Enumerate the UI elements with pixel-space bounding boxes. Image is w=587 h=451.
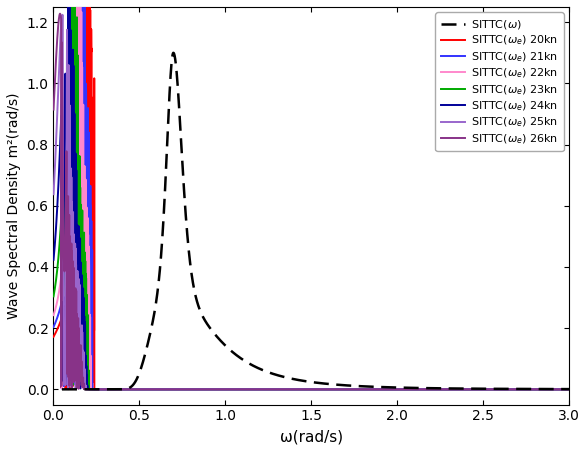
SITTC(ω_e) 25kn [383,387,390,392]
SITTC(ω_e) 24kn [293,387,300,392]
SITTC(ω_e) 26kn [383,387,390,392]
SITTC(ω_e) 21kn [89,387,96,392]
SITTC(ω_e) 22kn [50,313,57,318]
SITTC(ω_e) 25kn [59,12,66,18]
SITTC(ω_e) 26kn [399,387,406,392]
SITTC(ω) [565,387,572,392]
SITTC(ω_e) 20kn [383,387,390,392]
SITTC(ω_e) 26kn [499,387,506,392]
SITTC(ω_e) 21kn [399,387,406,392]
SITTC(ω_e) 23kn [50,294,57,299]
SITTC(ω) [421,386,429,391]
SITTC(ω_e) 21kn [383,387,390,392]
SITTC(ω_e) 23kn [399,387,406,392]
Line: SITTC(ω_e) 20kn: SITTC(ω_e) 20kn [53,0,569,389]
SITTC(ω_e) 22kn [233,387,240,392]
SITTC(ω_e) 24kn [50,257,57,262]
SITTC(ω_e) 25kn [565,387,572,392]
SITTC(ω_e) 20kn [399,387,406,392]
SITTC(ω_e) 22kn [399,387,406,392]
SITTC(ω_e) 26kn [233,387,240,392]
SITTC(ω_e) 23kn [293,387,300,392]
SITTC(ω_e) 24kn [499,387,506,392]
SITTC(ω_e) 25kn [499,387,506,392]
SITTC(ω_e) 23kn [499,387,506,392]
SITTC(ω_e) 26kn [82,387,89,392]
SITTC(ω_e) 23kn [233,387,240,392]
SITTC(ω_e) 22kn [178,387,185,392]
SITTC(ω) [147,330,154,336]
SITTC(ω_e) 24kn [399,387,406,392]
Y-axis label: Wave Spectral Density m²(rad/s): Wave Spectral Density m²(rad/s) [7,92,21,319]
SITTC(ω_e) 21kn [293,387,300,392]
SITTC(ω_e) 22kn [499,387,506,392]
SITTC(ω_e) 23kn [86,387,93,392]
Line: SITTC(ω_e) 24kn: SITTC(ω_e) 24kn [53,0,569,389]
SITTC(ω) [170,50,177,55]
Line: SITTC(ω_e) 25kn: SITTC(ω_e) 25kn [53,15,569,389]
Line: SITTC(ω): SITTC(ω) [62,53,569,389]
SITTC(ω_e) 20kn [293,387,300,392]
SITTC(ω_e) 25kn [50,192,57,197]
SITTC(ω_e) 22kn [565,387,572,392]
SITTC(ω_e) 22kn [293,387,300,392]
SITTC(ω_e) 25kn [233,387,240,392]
SITTC(ω_e) 20kn [178,387,185,392]
SITTC(ω_e) 25kn [178,387,185,392]
SITTC(ω_e) 25kn [83,387,90,392]
SITTC(ω_e) 25kn [293,387,300,392]
SITTC(ω_e) 21kn [233,387,240,392]
SITTC(ω) [198,311,205,316]
Line: SITTC(ω_e) 21kn: SITTC(ω_e) 21kn [53,0,569,389]
SITTC(ω_e) 23kn [383,387,390,392]
SITTC(ω_e) 24kn [233,387,240,392]
Line: SITTC(ω_e) 26kn: SITTC(ω_e) 26kn [53,14,569,389]
SITTC(ω_e) 20kn [91,387,98,392]
Line: SITTC(ω_e) 22kn: SITTC(ω_e) 22kn [53,0,569,389]
SITTC(ω_e) 26kn [178,387,185,392]
SITTC(ω) [104,387,111,392]
SITTC(ω_e) 26kn [293,387,300,392]
SITTC(ω_e) 20kn [565,387,572,392]
SITTC(ω_e) 24kn [84,387,91,392]
SITTC(ω_e) 21kn [50,324,57,330]
SITTC(ω_e) 22kn [383,387,390,392]
X-axis label: ω(rad/s): ω(rad/s) [279,429,343,444]
SITTC(ω) [496,386,503,391]
SITTC(ω_e) 20kn [233,387,240,392]
SITTC(ω_e) 21kn [499,387,506,392]
SITTC(ω_e) 21kn [178,387,185,392]
Line: SITTC(ω_e) 23kn: SITTC(ω_e) 23kn [53,0,569,389]
SITTC(ω_e) 20kn [50,334,57,340]
SITTC(ω_e) 26kn [56,11,63,16]
Legend: SITTC($\omega$), SITTC($\omega_e$) 20kn, SITTC($\omega_e$) 21kn, SITTC($\omega_e: SITTC($\omega$), SITTC($\omega_e$) 20kn,… [436,13,564,151]
SITTC(ω_e) 26kn [50,107,57,112]
SITTC(ω_e) 21kn [565,387,572,392]
SITTC(ω_e) 23kn [565,387,572,392]
SITTC(ω_e) 22kn [87,387,94,392]
SITTC(ω_e) 24kn [178,387,185,392]
SITTC(ω_e) 24kn [565,387,572,392]
SITTC(ω) [479,386,486,391]
SITTC(ω_e) 24kn [383,387,390,392]
SITTC(ω_e) 23kn [178,387,185,392]
SITTC(ω_e) 25kn [399,387,406,392]
SITTC(ω_e) 20kn [499,387,506,392]
SITTC(ω_e) 26kn [565,387,572,392]
SITTC(ω) [59,387,66,392]
